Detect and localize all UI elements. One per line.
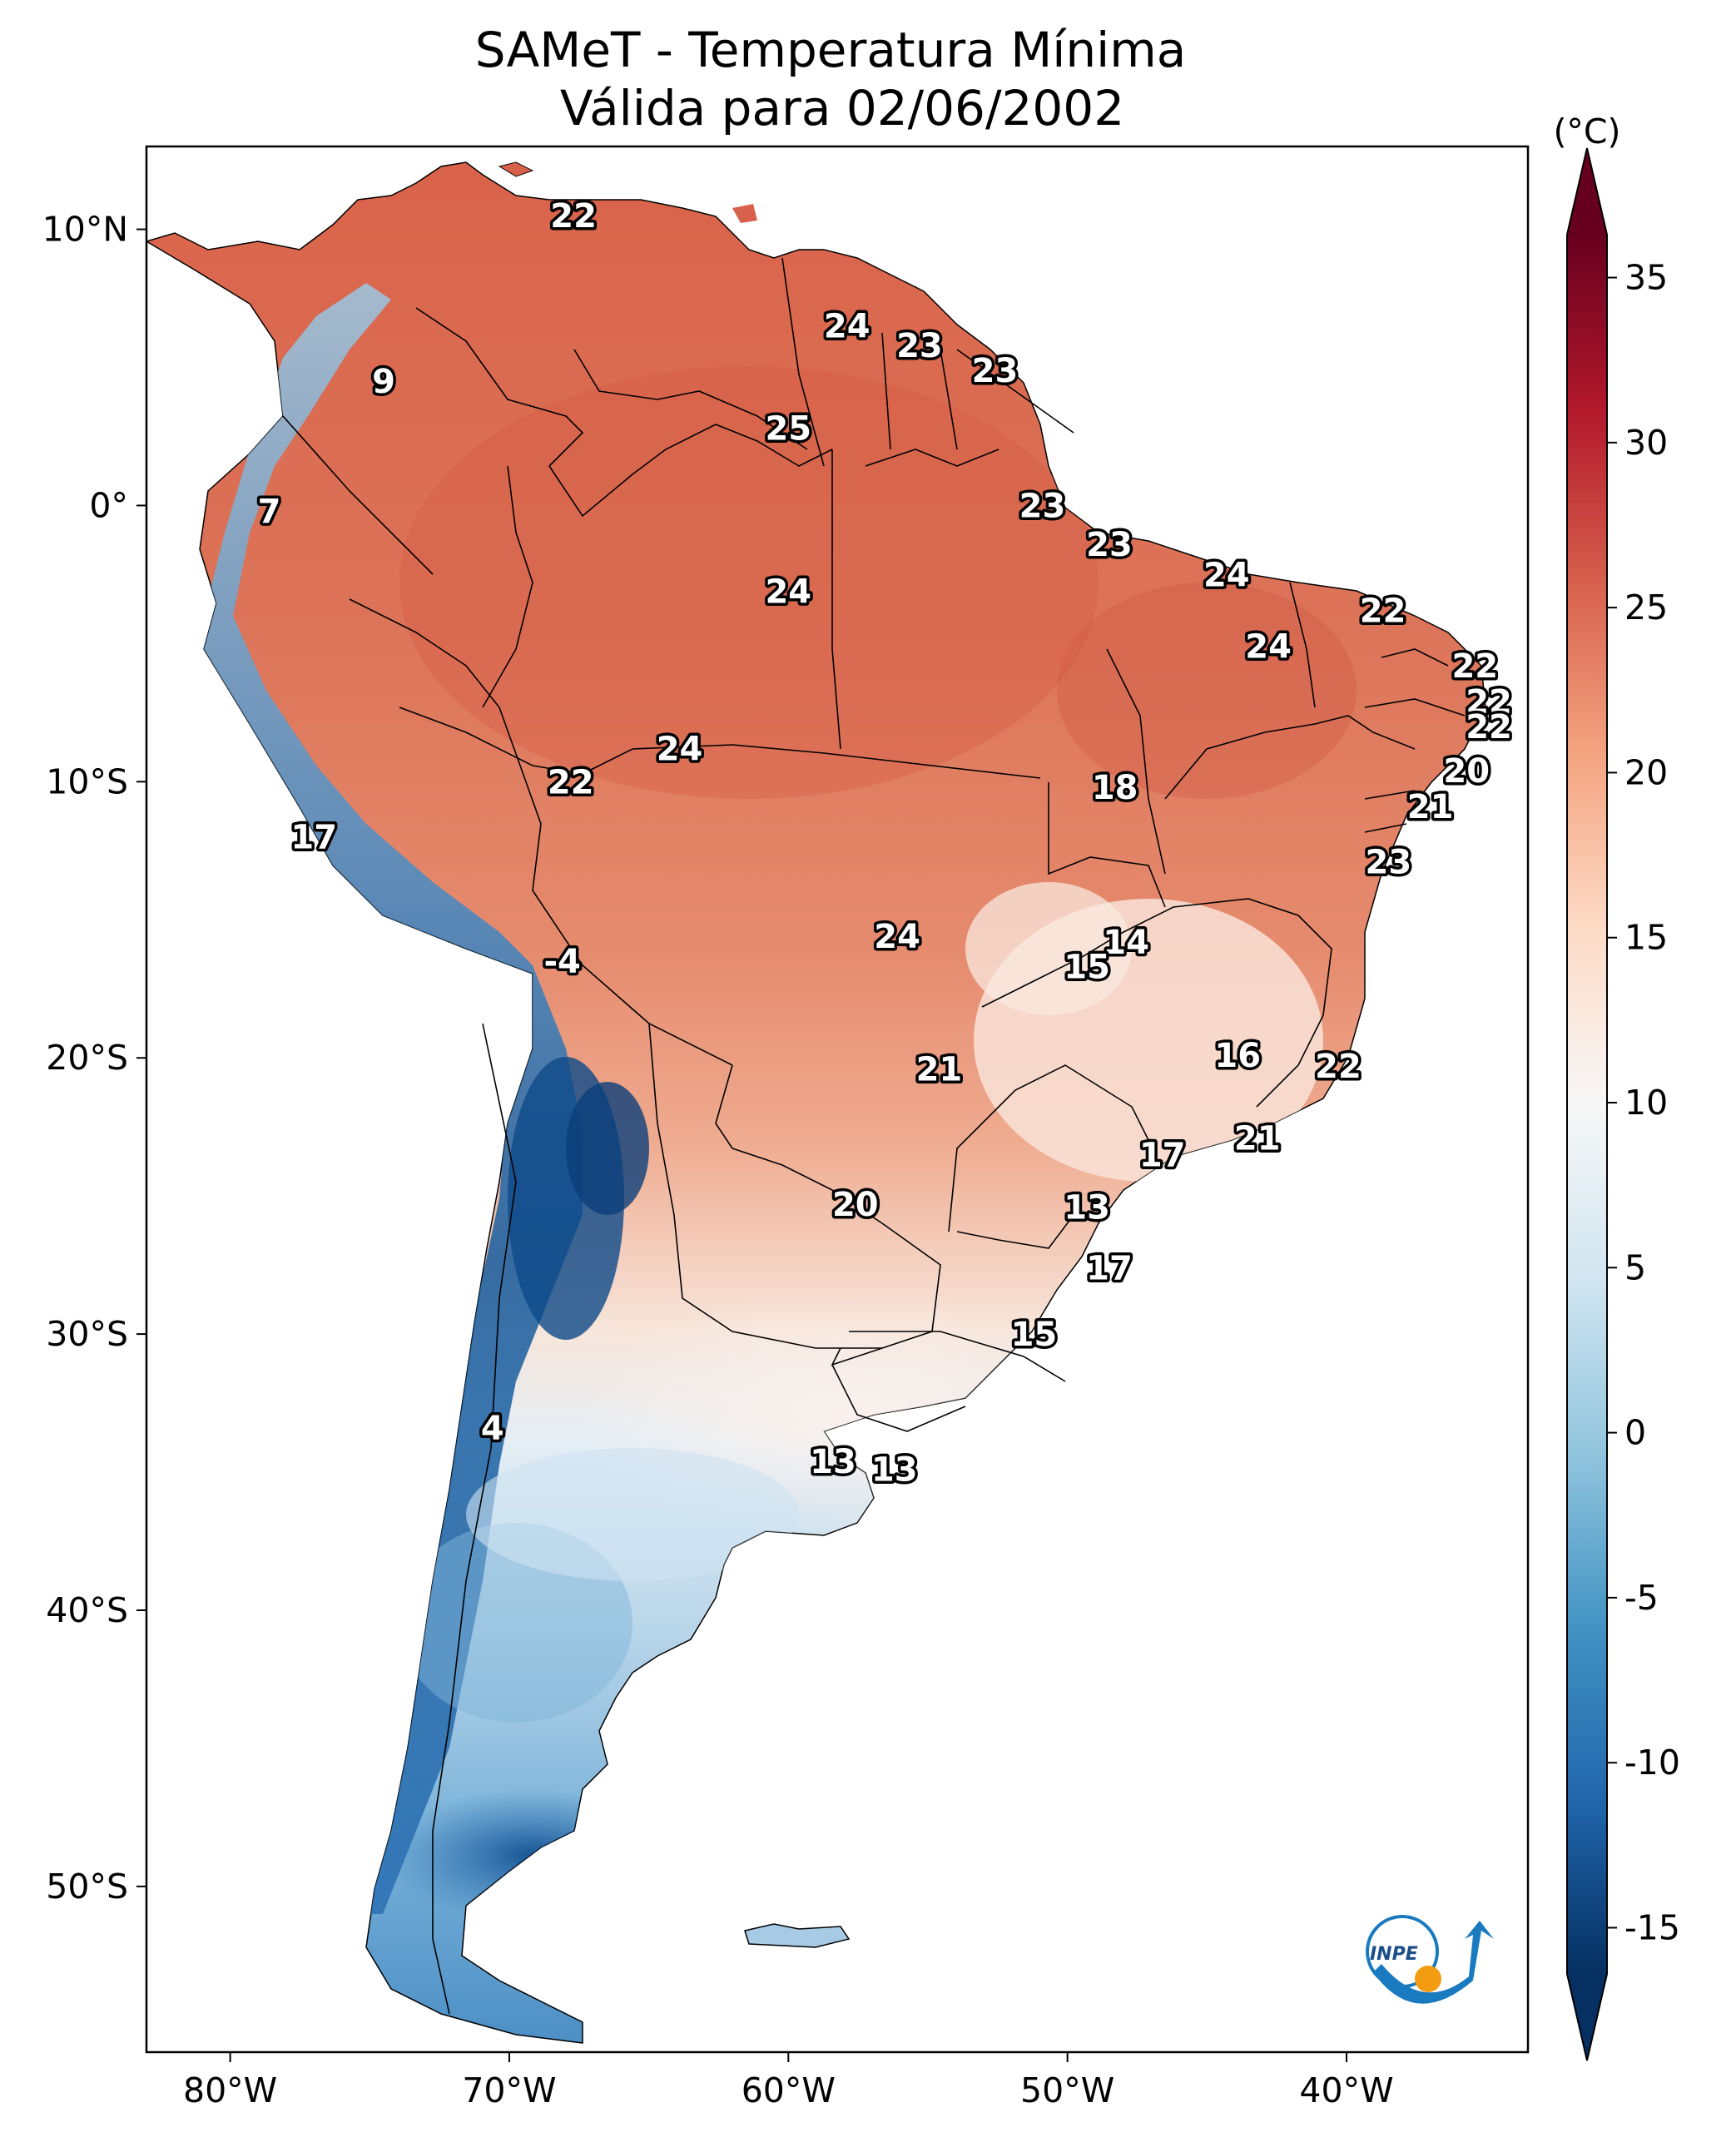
station-value: 24 xyxy=(1245,628,1292,667)
station-value: 9 xyxy=(372,363,395,401)
station-value: 22 xyxy=(1451,647,1498,686)
lat-tick-label: 20°S xyxy=(46,1038,128,1078)
lon-tick-label: 60°W xyxy=(742,2070,836,2110)
station-value: 13 xyxy=(871,1451,918,1490)
longitude-ticks: 80°W 70°W 60°W 50°W 40°W xyxy=(183,2052,1394,2110)
station-value: 22 xyxy=(1466,708,1512,746)
colorbar-tick-label: 20 xyxy=(1624,752,1668,792)
colorbar-unit: (°C) xyxy=(1553,112,1620,151)
colorbar: (°C) 35 30 25 20 15 10 5 0 -5 -10 -15 xyxy=(1553,112,1680,2061)
lon-tick-label: 80°W xyxy=(183,2070,277,2110)
sun-icon xyxy=(1415,1966,1441,1992)
colorbar-tick-label: -15 xyxy=(1624,1907,1680,1947)
station-value: 24 xyxy=(874,918,920,956)
logo-text: INPE xyxy=(1370,1944,1418,1965)
station-value: 25 xyxy=(765,410,811,449)
station-value: 20 xyxy=(1443,752,1490,791)
latitude-ticks: 10°N 0° 10°S 20°S 30°S 40°S 50°S xyxy=(42,210,146,1907)
colorbar-extend-top xyxy=(1567,148,1607,235)
title-line-1: SAMeT - Temperatura Mínima xyxy=(475,22,1187,78)
station-value: 22 xyxy=(550,197,597,236)
station-value: 14 xyxy=(1103,924,1149,962)
station-value: 7 xyxy=(258,493,281,531)
inpe-logo: INPE xyxy=(1366,1915,1494,2004)
station-value: 15 xyxy=(1011,1316,1058,1354)
lon-tick-label: 50°W xyxy=(1020,2070,1114,2110)
title-line-2: Válida para 02/06/2002 xyxy=(560,80,1124,136)
station-value: 13 xyxy=(810,1443,856,1481)
lat-tick-label: 0° xyxy=(89,485,128,525)
station-value: 17 xyxy=(290,819,337,857)
colorbar-tick-label: 30 xyxy=(1624,423,1668,463)
lon-tick-label: 40°W xyxy=(1299,2070,1393,2110)
station-value: 21 xyxy=(1234,1119,1281,1158)
colorbar-tick-label: 0 xyxy=(1624,1413,1646,1453)
station-value: 24 xyxy=(765,573,811,611)
station-value: 17 xyxy=(1139,1136,1186,1174)
station-value: 23 xyxy=(1019,487,1066,525)
colorbar-tick-label: -10 xyxy=(1624,1743,1680,1783)
country-borders xyxy=(282,257,1466,2015)
colorbar-extend-bottom xyxy=(1567,1974,1607,2060)
lat-tick-label: 10°N xyxy=(42,210,128,250)
station-value: 23 xyxy=(972,352,1019,390)
lat-tick-label: 30°S xyxy=(46,1314,128,1354)
colorbar-tick-label: 15 xyxy=(1624,918,1668,958)
station-value: 24 xyxy=(657,731,703,769)
lat-tick-label: 10°S xyxy=(46,761,128,801)
station-value: 20 xyxy=(832,1186,879,1224)
colorbar-tick-label: 10 xyxy=(1624,1083,1668,1123)
station-value: 16 xyxy=(1214,1037,1261,1075)
station-value: -4 xyxy=(543,943,580,981)
colorbar-body xyxy=(1567,235,1607,1974)
lon-tick-label: 70°W xyxy=(462,2070,556,2110)
station-value: 22 xyxy=(1315,1048,1362,1086)
station-value: 18 xyxy=(1092,769,1138,807)
station-value: 17 xyxy=(1086,1249,1133,1287)
station-value: 15 xyxy=(1064,949,1110,987)
colorbar-tick-label: 35 xyxy=(1624,258,1668,298)
station-value: 24 xyxy=(824,308,870,346)
station-value: 22 xyxy=(1360,593,1406,631)
map-frame xyxy=(145,145,1530,2054)
station-value: 23 xyxy=(1086,526,1133,564)
station-value: 21 xyxy=(916,1050,963,1088)
lat-tick-label: 50°S xyxy=(46,1867,128,1907)
station-value: 24 xyxy=(1203,556,1250,594)
station-value: 4 xyxy=(481,1410,504,1448)
station-value: 23 xyxy=(896,327,943,365)
station-value: 13 xyxy=(1064,1188,1110,1227)
colorbar-tick-label: 5 xyxy=(1624,1247,1646,1287)
lat-tick-label: 40°S xyxy=(46,1590,128,1630)
station-value: 23 xyxy=(1365,844,1411,882)
falkland-islands xyxy=(744,1923,851,1948)
station-value: 22 xyxy=(1466,683,1512,721)
station-value: 21 xyxy=(1407,788,1454,826)
station-value: 22 xyxy=(548,763,594,801)
colorbar-tick-label: -5 xyxy=(1624,1578,1659,1618)
colorbar-tick-label: 25 xyxy=(1624,588,1668,627)
